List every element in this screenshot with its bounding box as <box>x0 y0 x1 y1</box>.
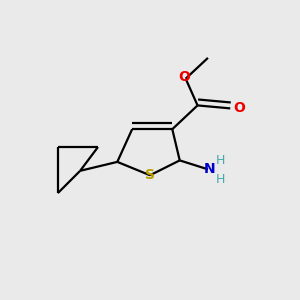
Text: H: H <box>216 154 225 167</box>
Text: H: H <box>216 173 225 186</box>
Text: O: O <box>178 70 190 84</box>
Text: S: S <box>145 168 155 182</box>
Text: O: O <box>233 101 245 115</box>
Text: N: N <box>204 162 215 176</box>
